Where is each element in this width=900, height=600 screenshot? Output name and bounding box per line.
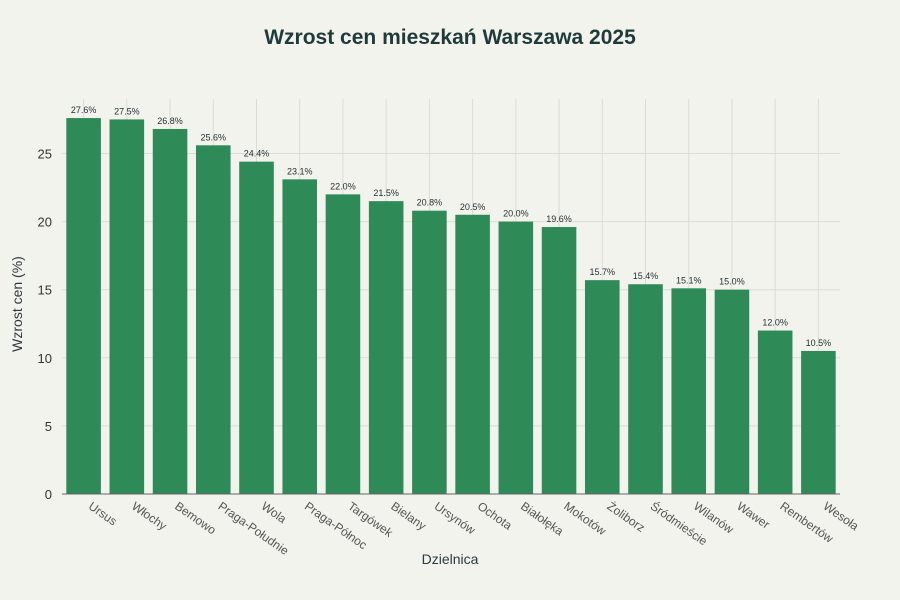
bar-value-label: 15.0% [719,277,745,287]
y-axis: 0 5 10 15 20 25 [38,146,52,502]
bar-value-label: 27.5% [114,106,140,116]
bar-value-label: 24.4% [244,149,270,159]
x-tick-label: Ursus [86,499,120,528]
bar-value-label: 15.1% [676,275,702,285]
bar[interactable] [152,128,188,494]
y-tick-label: 5 [45,419,52,434]
bar[interactable] [282,179,318,495]
bar[interactable] [498,221,534,494]
x-tick-label: Ochota [475,499,515,533]
bar[interactable] [412,210,447,495]
y-tick-label: 0 [45,487,52,502]
bar-value-label: 20.8% [417,198,443,208]
bar-value-label: 20.0% [503,209,529,219]
bar[interactable] [368,201,404,495]
bar-value-label: 25.6% [201,132,227,142]
bar-value-label: 20.5% [460,202,486,212]
bar[interactable] [757,330,793,494]
bar[interactable] [628,284,663,494]
bar-value-label: 15.7% [590,267,616,277]
bars-layer [66,118,836,495]
bar[interactable] [109,119,145,495]
bar[interactable] [801,350,836,494]
y-tick-label: 15 [38,283,52,298]
x-tick-label: Mokotów [561,499,609,538]
bar[interactable] [195,145,231,494]
x-tick-label: Włochy [129,499,169,533]
bar[interactable] [325,194,361,494]
bar[interactable] [66,118,101,494]
y-tick-label: 25 [38,146,52,161]
bar[interactable] [714,289,750,494]
chart-title: Wzrost cen mieszkań Warszawa 2025 [264,26,636,49]
x-tick-label: Bemowo [172,499,219,537]
bar[interactable] [455,214,490,494]
x-tick-label: Białołęka [518,499,566,539]
bar-value-label: 27.6% [71,105,97,115]
y-tick-label: 10 [38,351,52,366]
y-axis-title: Wzrost cen (%) [9,256,25,352]
x-axis-title: Dzielnica [422,551,479,567]
bar-value-label: 23.1% [287,166,313,176]
data-labels-layer: 27.6% 27.5% 26.8% 25.6% 24.4% 23.1% 22.0% 21.5%… [71,105,831,348]
bar-value-label: 15.4% [633,271,659,281]
bar-value-label: 19.6% [546,214,572,224]
bar[interactable] [541,227,577,494]
x-tick-label: Ursynów [432,499,479,537]
bar[interactable] [239,161,274,495]
bar[interactable] [671,288,707,494]
bar-value-label: 21.5% [373,188,399,198]
bar-value-label: 10.5% [806,338,832,348]
bar-value-label: 22.0% [330,181,356,191]
x-tick-label: Żoliborz [605,499,648,535]
y-tick-label: 20 [38,215,52,230]
bar-value-label: 26.8% [157,116,183,126]
x-tick-label: Wawer [734,499,772,532]
x-tick-label: Wola [259,499,290,526]
bar[interactable] [584,280,620,494]
bar-value-label: 12.0% [762,318,788,328]
